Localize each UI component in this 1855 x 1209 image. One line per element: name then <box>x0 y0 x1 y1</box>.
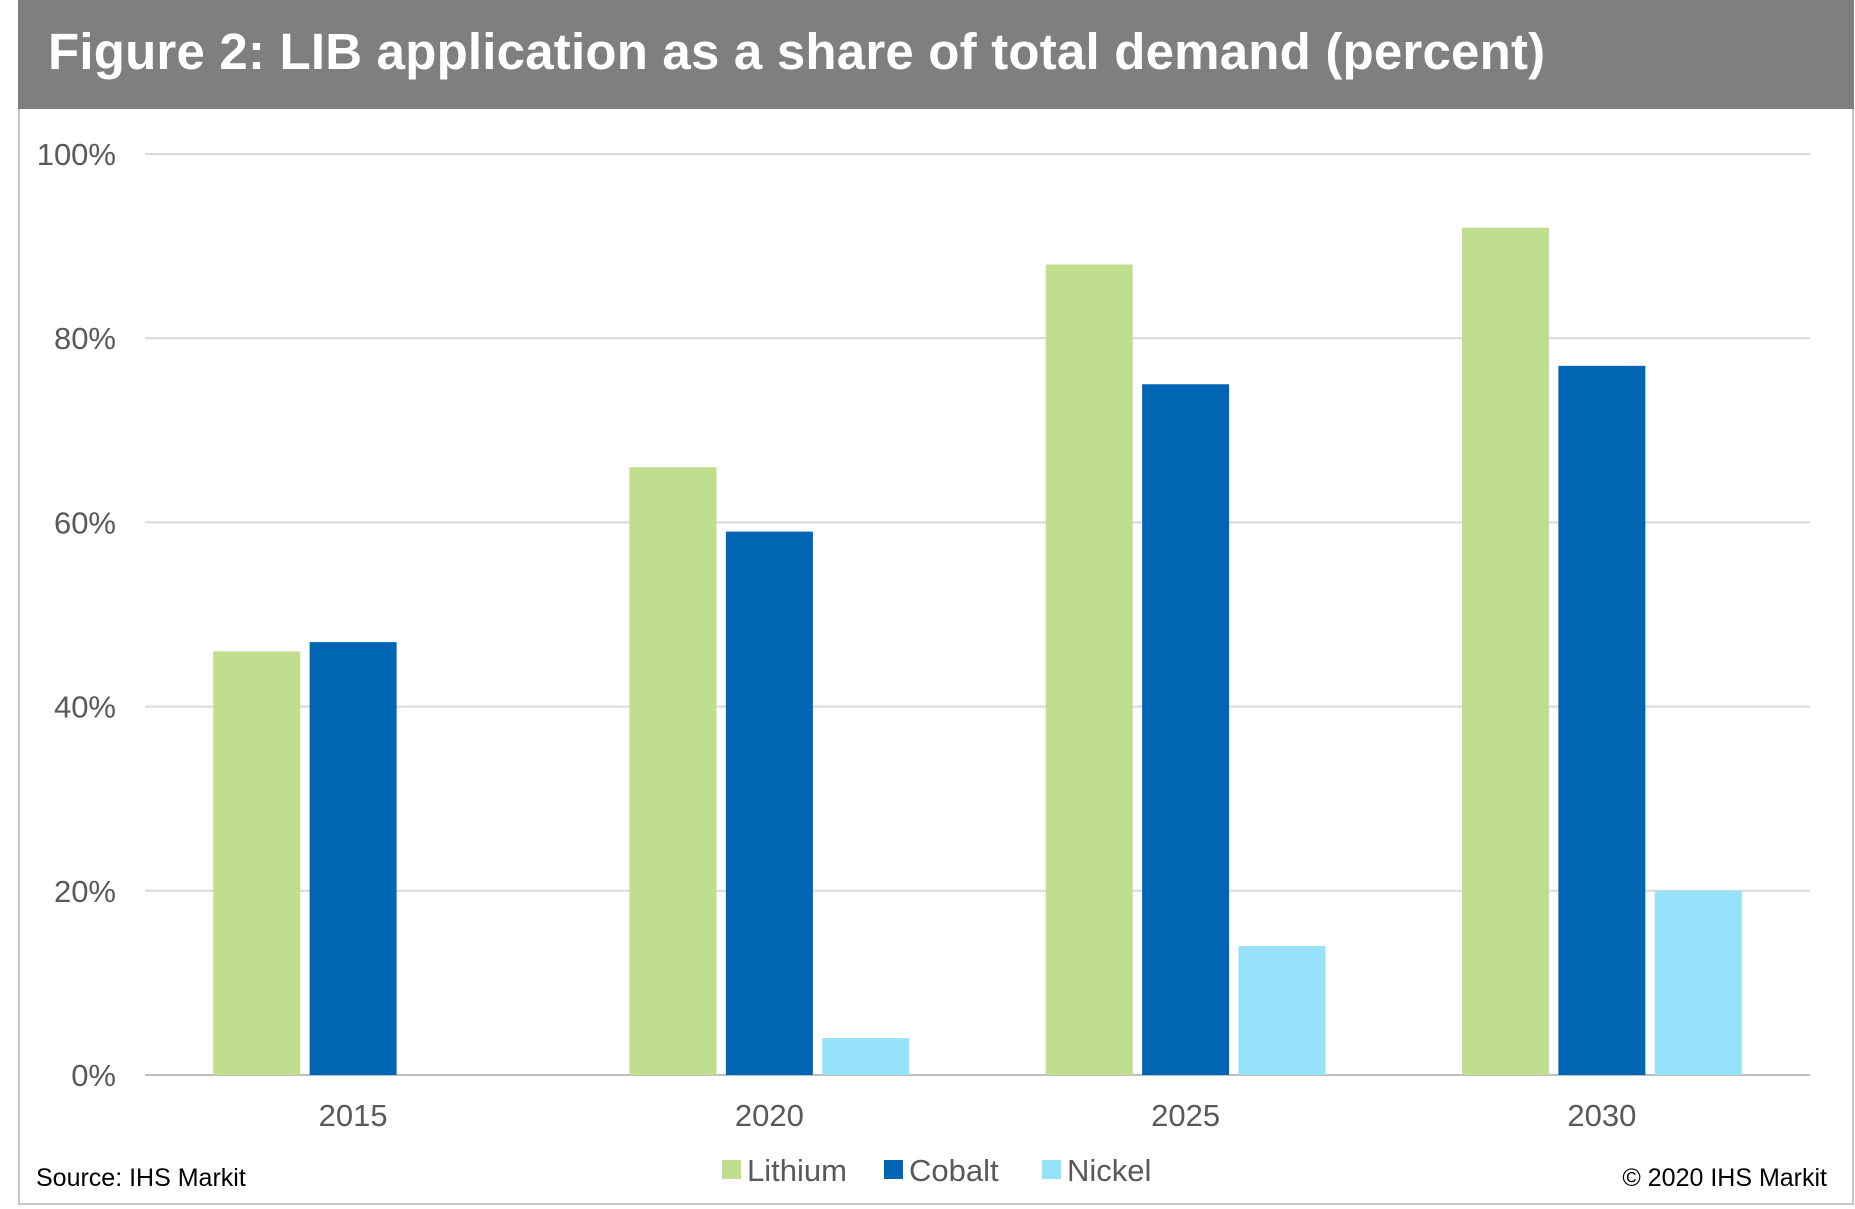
bar-nickel-2020 <box>822 1038 910 1075</box>
page-title: Figure 2: LIB application as a share of … <box>48 23 1546 80</box>
bar-lithium-2030 <box>1461 227 1549 1075</box>
legend: Lithium Cobalt Nickel <box>722 1153 1151 1188</box>
y-axis-ticks: 0% 20% 40% 60% 80% 100% <box>37 137 116 1093</box>
source-note: Source: IHS Markit <box>36 1164 246 1192</box>
x-tick-label: 2025 <box>1151 1098 1220 1133</box>
y-tick-label: 80% <box>54 321 116 356</box>
x-tick-label: 2020 <box>735 1098 804 1133</box>
bar-lithium-2015 <box>213 651 301 1075</box>
y-tick-label: 20% <box>54 874 116 909</box>
bar-lithium-2025 <box>1045 264 1133 1075</box>
bar-cobalt-2030 <box>1558 365 1646 1076</box>
x-tick-label: 2015 <box>319 1098 388 1133</box>
legend-label-cobalt: Cobalt <box>909 1153 999 1188</box>
title-bar: Figure 2: LIB application as a share of … <box>18 0 1854 109</box>
copyright-note: © 2020 IHS Markit <box>1622 1164 1827 1192</box>
legend-swatch-nickel <box>1042 1160 1061 1179</box>
legend-swatch-lithium <box>722 1160 741 1179</box>
bar-nickel-2030 <box>1654 890 1742 1075</box>
bar-cobalt-2025 <box>1142 384 1230 1075</box>
x-tick-label: 2030 <box>1567 1098 1636 1133</box>
bar-cobalt-2020 <box>725 531 813 1075</box>
y-tick-label: 0% <box>71 1058 116 1093</box>
y-tick-label: 40% <box>54 690 116 725</box>
bar-lithium-2020 <box>629 467 717 1075</box>
bar-cobalt-2015 <box>309 642 397 1075</box>
y-tick-label: 60% <box>54 505 116 540</box>
bar-nickel-2025 <box>1238 946 1326 1075</box>
bars <box>213 227 1742 1076</box>
legend-label-lithium: Lithium <box>747 1153 847 1188</box>
y-tick-label: 100% <box>37 137 116 172</box>
legend-label-nickel: Nickel <box>1067 1153 1151 1188</box>
x-axis: 2015 2020 2025 2030 <box>319 1098 1637 1133</box>
legend-swatch-cobalt <box>884 1160 903 1179</box>
